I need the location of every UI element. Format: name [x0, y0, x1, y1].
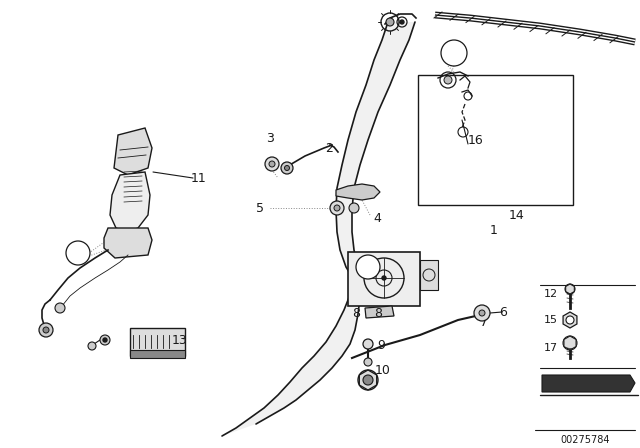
Text: 14: 14	[509, 208, 525, 221]
Polygon shape	[564, 336, 576, 350]
Circle shape	[334, 205, 340, 211]
Text: 15: 15	[544, 315, 558, 325]
Circle shape	[364, 358, 372, 366]
Bar	[418, 75, 573, 205]
Circle shape	[265, 157, 279, 171]
Text: 12: 12	[70, 246, 86, 259]
Circle shape	[356, 255, 380, 279]
Text: 3: 3	[266, 132, 274, 145]
Circle shape	[285, 165, 289, 171]
Circle shape	[43, 327, 49, 333]
Circle shape	[563, 336, 577, 350]
Text: 17: 17	[544, 343, 558, 353]
Circle shape	[441, 40, 467, 66]
Text: 11: 11	[191, 172, 207, 185]
Circle shape	[363, 375, 373, 385]
Circle shape	[444, 76, 452, 84]
Circle shape	[281, 162, 293, 174]
Circle shape	[565, 284, 575, 294]
Bar	[420, 260, 438, 290]
Circle shape	[386, 18, 394, 26]
Text: 6: 6	[499, 306, 507, 319]
Bar	[130, 328, 185, 356]
Circle shape	[363, 339, 373, 349]
Circle shape	[55, 303, 65, 313]
Circle shape	[39, 323, 53, 337]
Polygon shape	[222, 280, 362, 436]
Circle shape	[269, 161, 275, 167]
Circle shape	[474, 305, 490, 321]
Polygon shape	[336, 184, 380, 200]
Text: 12: 12	[544, 289, 558, 299]
Text: 15: 15	[446, 47, 462, 60]
Text: 7: 7	[480, 315, 488, 328]
Text: 8: 8	[352, 306, 360, 319]
Text: 9: 9	[377, 339, 385, 352]
Circle shape	[358, 370, 378, 390]
Text: 8: 8	[374, 306, 382, 319]
Polygon shape	[365, 306, 394, 318]
Circle shape	[566, 316, 574, 324]
Polygon shape	[563, 312, 577, 328]
Circle shape	[66, 241, 90, 265]
Polygon shape	[336, 22, 415, 280]
Bar	[130, 350, 185, 358]
Circle shape	[382, 276, 386, 280]
Polygon shape	[542, 375, 635, 392]
Text: 10: 10	[375, 363, 391, 376]
Text: 1: 1	[490, 224, 498, 237]
Text: 5: 5	[256, 202, 264, 215]
Circle shape	[349, 203, 359, 213]
Polygon shape	[110, 172, 150, 232]
Circle shape	[88, 342, 96, 350]
Circle shape	[400, 20, 404, 24]
Text: 2: 2	[325, 142, 333, 155]
Text: 4: 4	[373, 211, 381, 224]
Circle shape	[103, 338, 107, 342]
Text: 13: 13	[172, 333, 188, 346]
Text: 17: 17	[360, 260, 376, 273]
Circle shape	[100, 335, 110, 345]
Polygon shape	[566, 284, 574, 294]
Text: 00275784: 00275784	[560, 435, 610, 445]
Polygon shape	[114, 128, 152, 175]
Bar	[348, 252, 420, 306]
Polygon shape	[104, 228, 152, 258]
Circle shape	[330, 201, 344, 215]
Circle shape	[479, 310, 485, 316]
Text: 16: 16	[468, 134, 484, 146]
